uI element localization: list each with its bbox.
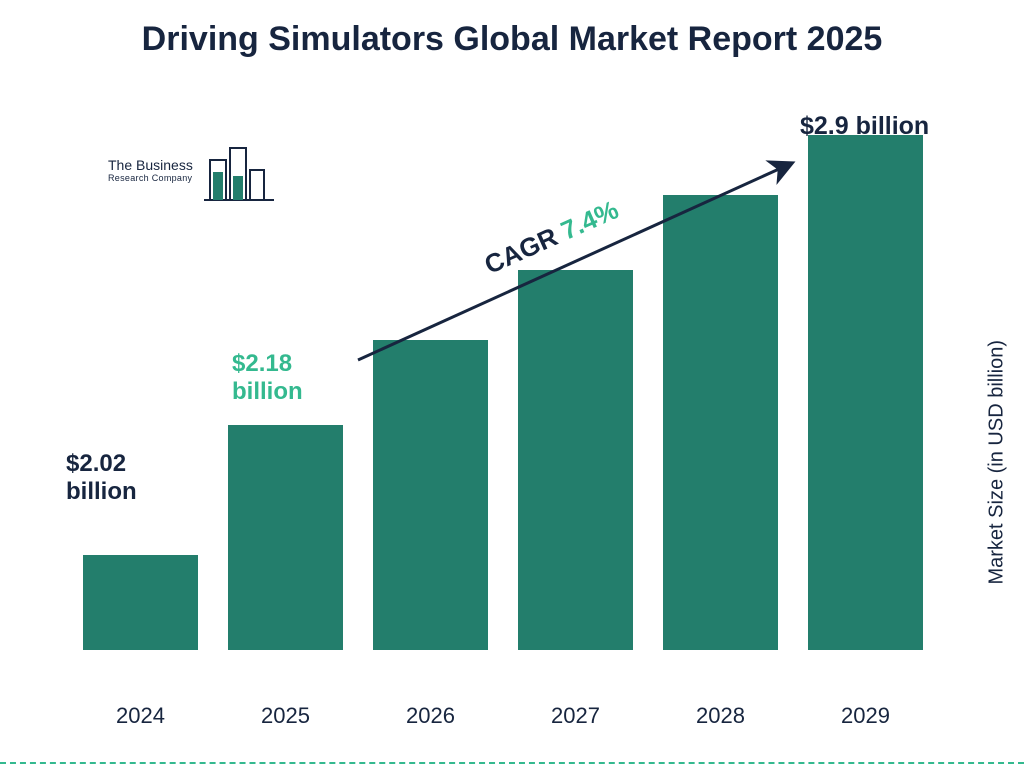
chart-title: Driving Simulators Global Market Report … xyxy=(0,18,1024,61)
value-label: $2.18billion xyxy=(232,350,303,405)
x-axis-labels: 2024 2025 2026 2027 2028 2029 xyxy=(78,697,938,737)
chart-container: Driving Simulators Global Market Report … xyxy=(0,0,1024,768)
x-tick-label: 2027 xyxy=(518,703,633,729)
value-label: $2.9 billion xyxy=(800,112,929,141)
bottom-dashed-rule xyxy=(0,762,1024,764)
x-tick-label: 2026 xyxy=(373,703,488,729)
bar-plot xyxy=(78,130,938,650)
chart-area: 202420252026202720282029 xyxy=(78,130,938,695)
x-tick-label: 2024 xyxy=(83,703,198,729)
y-axis-label: Market Size (in USD billion) xyxy=(986,340,1009,585)
x-tick-label: 2028 xyxy=(663,703,778,729)
bar xyxy=(663,195,778,650)
bar xyxy=(228,425,343,650)
x-tick-label: 2025 xyxy=(228,703,343,729)
bar xyxy=(518,270,633,650)
bar xyxy=(83,555,198,650)
bar xyxy=(808,135,923,650)
x-tick-label: 2029 xyxy=(808,703,923,729)
bar xyxy=(373,340,488,650)
value-label: $2.02billion xyxy=(66,450,137,505)
